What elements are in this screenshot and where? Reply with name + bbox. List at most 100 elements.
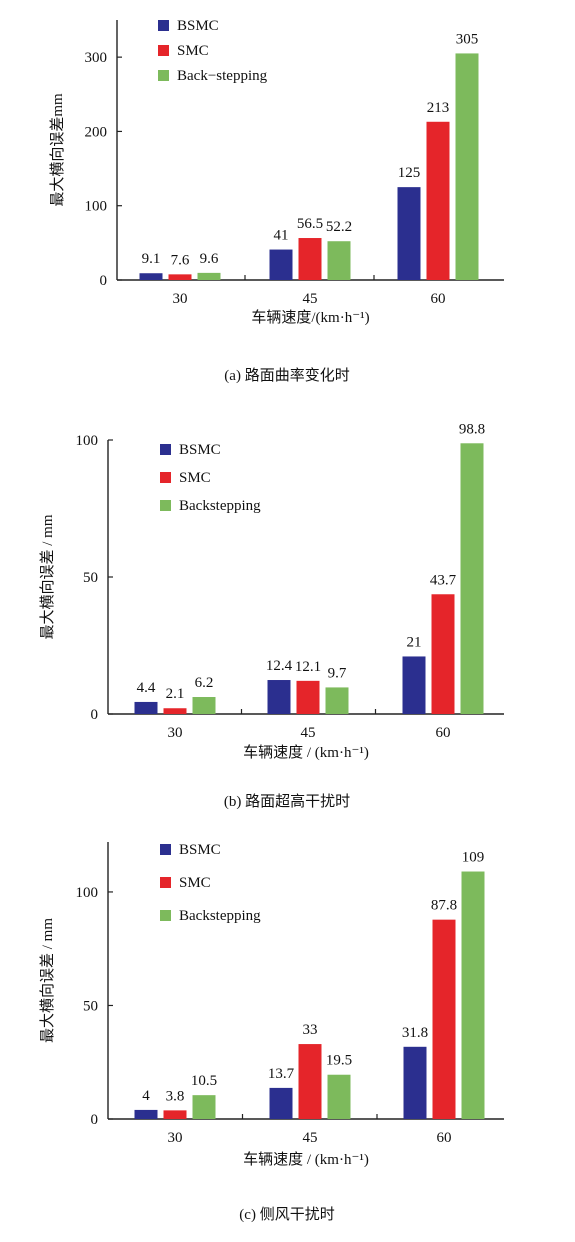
bar-value-label: 7.6: [171, 252, 190, 268]
legend-label: Back−stepping: [177, 68, 268, 84]
bar-bsmc-60: [402, 656, 426, 714]
bar-value-label: 4: [142, 1088, 150, 1104]
bar-value-label: 21: [407, 634, 422, 650]
bar-value-label: 109: [462, 850, 485, 866]
bar-smc-30: [163, 1110, 187, 1119]
bar-value-label: 4.4: [137, 680, 156, 696]
bar-value-label: 213: [427, 100, 450, 116]
bar-bsmc-30: [134, 701, 158, 714]
y-axis-title: 最大横向误差mm: [49, 93, 66, 207]
legend-label: BSMC: [177, 18, 219, 34]
chart-panel-b: 0 50 100 30 45 60 4.4 12.4 21 2.1 12.1 43.7 6.2 9.7 98…: [39, 421, 504, 810]
bar-value-label: 9.1: [142, 251, 161, 267]
y-tick-label: 50: [83, 570, 98, 586]
y-tick-label: 0: [100, 273, 108, 289]
y-tick-label: 0: [91, 1112, 99, 1128]
bar-value-label: 13.7: [268, 1066, 295, 1082]
x-axis-title: 车辆速度 / (km·h⁻¹): [243, 1151, 369, 1168]
bar-backstepping-30: [197, 272, 221, 280]
bar-bsmc-45: [269, 1087, 293, 1119]
bar-backstepping-45: [325, 687, 349, 714]
x-category-label: 60: [437, 1130, 452, 1146]
legend-label: BSMC: [179, 842, 221, 858]
y-tick-label: 100: [85, 199, 108, 215]
legend-swatch: [160, 844, 171, 855]
bar-value-label: 52.2: [326, 219, 352, 235]
bar-value-label: 12.1: [295, 659, 321, 675]
legend-swatch: [158, 45, 169, 56]
legend-label: Backstepping: [179, 908, 261, 924]
legend-swatch: [158, 20, 169, 31]
y-tick-label: 100: [76, 885, 99, 901]
figure-caption: (b) 路面超高干扰时: [224, 793, 350, 810]
bar-backstepping-60: [455, 53, 479, 280]
legend-label: SMC: [179, 470, 211, 486]
bar-value-label: 43.7: [430, 572, 457, 588]
legend-label: SMC: [179, 875, 211, 891]
y-tick-label: 300: [85, 50, 108, 66]
bar-value-label: 6.2: [195, 675, 214, 691]
bar-value-label: 305: [456, 31, 479, 47]
bar-value-label: 19.5: [326, 1053, 352, 1069]
y-axis-title: 最大横向误差 / mm: [39, 918, 56, 1043]
figure-caption: (a) 路面曲率变化时: [224, 367, 349, 384]
bar-value-label: 41: [274, 228, 289, 244]
bar-bsmc-45: [267, 680, 291, 714]
bar-smc-60: [432, 919, 456, 1119]
bar-bsmc-60: [403, 1046, 427, 1119]
bar-value-label: 3.8: [166, 1088, 185, 1104]
bar-smc-30: [168, 274, 192, 280]
bar-value-label: 87.8: [431, 898, 457, 914]
bar-bsmc-45: [269, 249, 293, 280]
legend-swatch: [160, 500, 171, 511]
x-category-label: 30: [173, 291, 188, 307]
x-axis-title: 车辆速度 / (km·h⁻¹): [243, 744, 369, 761]
bar-smc-45: [296, 680, 320, 714]
x-category-label: 30: [168, 1130, 183, 1146]
bar-value-label: 31.8: [402, 1025, 428, 1041]
bar-value-label: 33: [303, 1022, 318, 1038]
bar-backstepping-45: [327, 241, 351, 280]
legend-swatch: [160, 444, 171, 455]
bar-value-label: 10.5: [191, 1073, 217, 1089]
y-tick-label: 200: [85, 124, 108, 140]
bar-value-label: 2.1: [166, 686, 185, 702]
chart-panel-c: 0 50 100 30 45 60 4 13.7 31.8 3.8 33 87.8 10.5 19.5 10…: [39, 842, 504, 1223]
bar-smc-45: [298, 238, 322, 280]
bar-backstepping-45: [327, 1074, 351, 1119]
bar-backstepping-60: [460, 443, 484, 714]
x-category-label: 60: [436, 725, 451, 741]
bar-smc-60: [431, 594, 455, 714]
bar-bsmc-60: [397, 187, 421, 280]
bar-backstepping-60: [461, 871, 485, 1119]
bar-bsmc-30: [134, 1109, 158, 1119]
legend-swatch: [158, 70, 169, 81]
bar-value-label: 98.8: [459, 421, 485, 437]
bar-value-label: 56.5: [297, 216, 323, 232]
y-axis-title: 最大横向误差 / mm: [39, 514, 56, 639]
legend-swatch: [160, 877, 171, 888]
y-tick-label: 0: [91, 707, 99, 723]
bar-smc-30: [163, 708, 187, 714]
x-category-label: 30: [168, 725, 183, 741]
legend-label: Backstepping: [179, 498, 261, 514]
y-tick-label: 50: [83, 998, 98, 1014]
y-tick-label: 100: [76, 433, 99, 449]
x-category-label: 45: [303, 291, 318, 307]
x-category-label: 60: [431, 291, 446, 307]
legend-label: BSMC: [179, 442, 221, 458]
bar-bsmc-30: [139, 273, 163, 280]
bar-backstepping-30: [192, 697, 216, 714]
x-category-label: 45: [301, 725, 316, 741]
bar-smc-45: [298, 1044, 322, 1119]
bar-value-label: 125: [398, 165, 421, 181]
bar-value-label: 12.4: [266, 658, 293, 674]
bar-backstepping-30: [192, 1095, 216, 1119]
legend-label: SMC: [177, 43, 209, 59]
figure-caption: (c) 侧风干扰时: [239, 1206, 334, 1223]
legend-swatch: [160, 910, 171, 921]
legend-swatch: [160, 472, 171, 483]
chart-panel-a: 0 100 200 300 30 45 60 9.1 41 125 7.6 56.5 213 9.6 52.…: [49, 18, 504, 384]
x-category-label: 45: [303, 1130, 318, 1146]
